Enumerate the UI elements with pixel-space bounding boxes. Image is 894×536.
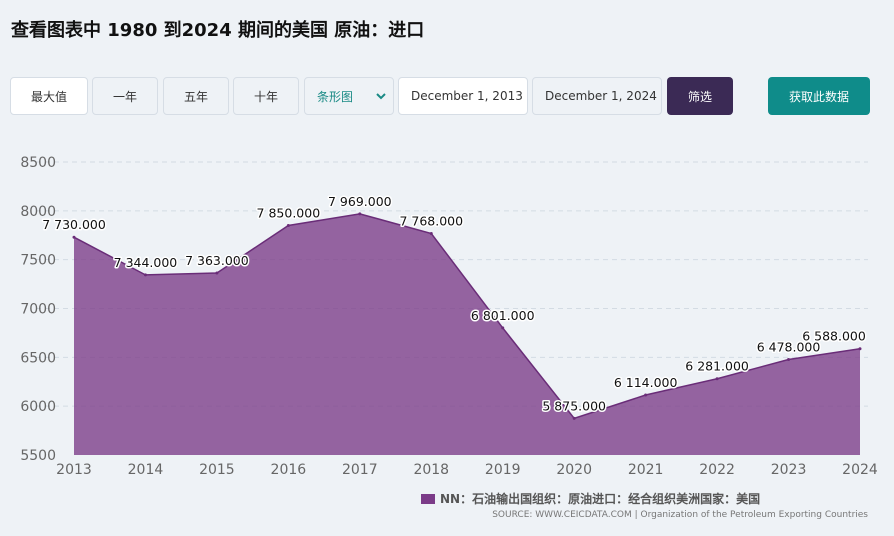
source-note: SOURCE: WWW.CEICDATA.COM | Organization … [492,510,868,520]
x-tick-label: 2017 [342,462,378,478]
range-max-button[interactable]: 最大值 [10,77,88,115]
data-label: 7 768.000 [399,213,463,228]
x-tick-label: 2016 [271,462,307,478]
data-point [215,271,219,275]
y-tick-label: 8000 [20,204,56,220]
data-label: 7 363.000 [185,253,249,268]
data-point [572,416,576,420]
x-tick-label: 2014 [128,462,164,478]
filter-button[interactable]: 筛选 [667,77,733,115]
x-tick-label: 2020 [556,462,592,478]
data-label: 7 344.000 [114,255,178,270]
legend[interactable]: NN：石油输出国组织：原油进口：经合组织美洲国家：美国 [421,490,760,507]
y-tick-label: 8500 [20,155,56,171]
x-tick-label: 2019 [485,462,521,478]
data-point [143,273,147,277]
start-date-input[interactable]: December 1, 2013 [398,77,528,115]
data-point [72,235,76,239]
data-point [429,231,433,235]
x-tick-label: 2021 [628,462,664,478]
get-data-button[interactable]: 获取此数据 [768,77,870,115]
chevron-down-icon [375,89,387,106]
y-tick-label: 6000 [20,399,56,415]
page-title: 查看图表中 1980 到2024 期间的美国 原油：进口 [11,20,425,41]
data-label: 6 478.000 [757,339,821,354]
legend-swatch [421,493,435,504]
range-10y-button[interactable]: 十年 [233,77,299,115]
chart-type-select[interactable]: 条形图 [304,77,394,115]
data-label: 6 114.000 [614,375,678,390]
x-tick-label: 2013 [56,462,92,478]
data-point [858,347,862,351]
data-label: 6 588.000 [802,329,866,344]
data-point [715,377,719,381]
y-tick-label: 7500 [20,253,56,269]
data-label: 7 969.000 [328,194,392,209]
data-label: 7 850.000 [257,205,321,220]
x-tick-label: 2015 [199,462,235,478]
range-5y-button[interactable]: 五年 [163,77,229,115]
data-label: 6 801.000 [471,308,535,323]
data-label: 6 281.000 [685,359,749,374]
x-tick-label: 2023 [771,462,807,478]
x-tick-label: 2018 [413,462,449,478]
end-date-input[interactable]: December 1, 2024 [532,77,662,115]
data-point [787,357,791,361]
data-point [358,212,362,216]
data-point [644,393,648,397]
x-tick-label: 2024 [842,462,878,478]
range-1y-button[interactable]: 一年 [92,77,158,115]
legend-label: NN：石油输出国组织：原油进口：经合组织美洲国家：美国 [440,492,761,506]
data-point [286,223,290,227]
series-area [74,213,860,455]
data-label: 7 730.000 [42,217,106,232]
chart-type-label: 条形图 [317,89,354,104]
data-point [501,326,505,330]
y-tick-label: 5500 [20,448,56,464]
series-line [73,213,861,420]
y-tick-label: 7000 [20,302,56,318]
data-label: 5 875.000 [542,398,606,413]
x-tick-label: 2022 [699,462,735,478]
y-tick-label: 6500 [20,350,56,366]
